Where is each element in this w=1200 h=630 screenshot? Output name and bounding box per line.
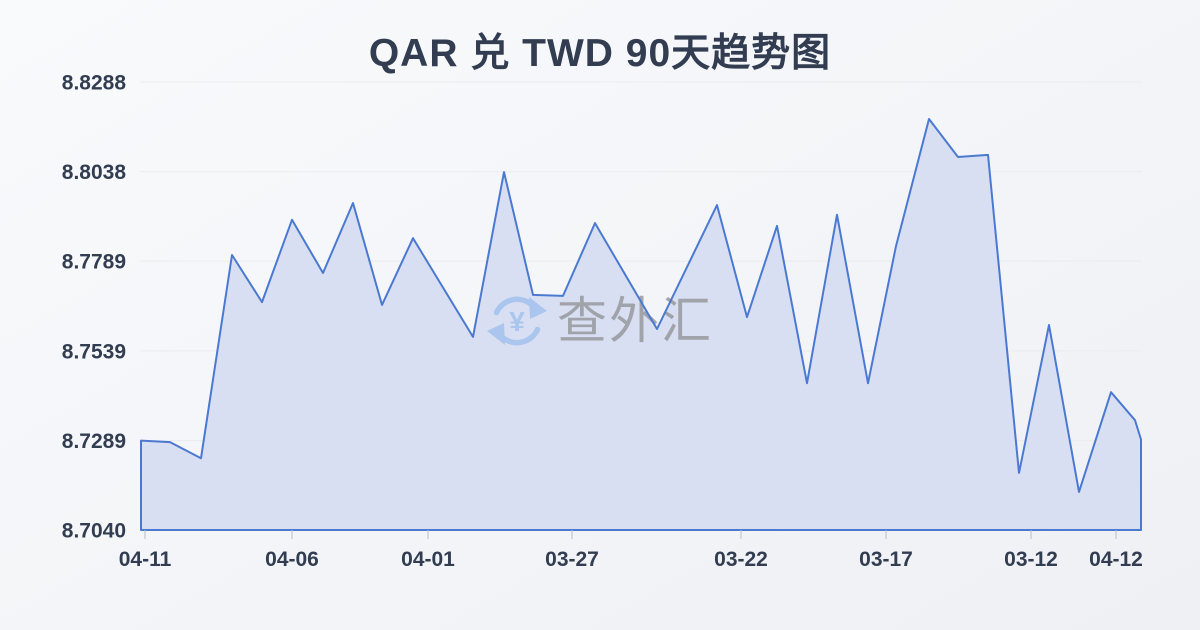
y-axis-label: 8.7539 [62, 340, 126, 363]
y-axis-label: 8.8038 [62, 161, 127, 184]
chart-title: QAR 兑 TWD 90天趋势图 [368, 32, 832, 75]
area-fill [141, 119, 1141, 530]
yuan-symbol: ¥ [509, 306, 525, 337]
x-axis-label: 04-06 [265, 548, 319, 571]
trend-line [140, 118, 1142, 531]
y-axis-label: 8.7040 [62, 520, 126, 543]
x-axis-labels: 04-11 04-06 04-01 03-27 03-22 03-17 03-12 04-12 [119, 548, 1143, 571]
y-axis-labels: 8.8288 8.8038 8.7789 8.7539 8.7289 8.7040 [62, 72, 127, 543]
x-axis-label: 03-22 [714, 548, 768, 571]
x-axis-label: 04-01 [401, 548, 455, 571]
x-axis-label: 03-17 [859, 548, 913, 571]
x-axis-ticks [144, 530, 1117, 539]
watermark-text: 查外汇 [557, 293, 713, 349]
currency-exchange-icon: ¥ [487, 296, 547, 346]
y-axis-label: 8.7289 [62, 430, 126, 453]
x-axis-label: 04-11 [119, 548, 172, 571]
y-axis-label: 8.8288 [62, 72, 127, 95]
watermark: ¥ 查外汇 [487, 293, 713, 349]
y-axis-label: 8.7789 [62, 251, 126, 274]
x-axis-label: 03-12 [1004, 548, 1058, 571]
x-axis-label: 04-12 [1089, 548, 1143, 571]
x-axis-label: 03-27 [545, 548, 599, 571]
